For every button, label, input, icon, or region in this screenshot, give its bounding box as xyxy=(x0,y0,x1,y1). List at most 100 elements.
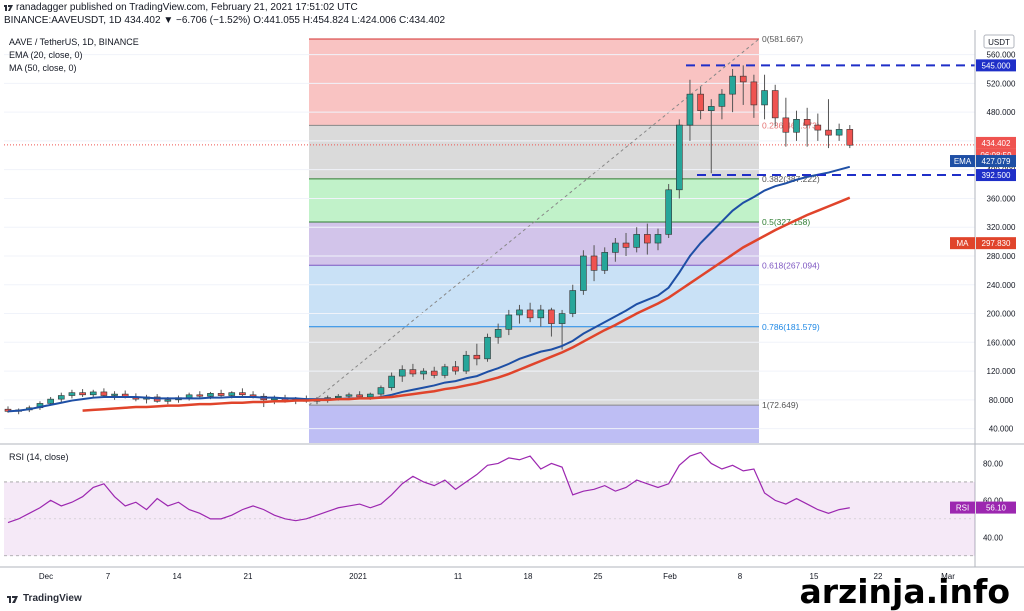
candle[interactable] xyxy=(548,309,555,324)
y-tick-label: 120.000 xyxy=(987,367,1016,376)
support-badge-value: 392.500 xyxy=(982,171,1011,180)
candle[interactable] xyxy=(228,392,236,396)
candle[interactable] xyxy=(47,398,54,404)
candle[interactable] xyxy=(505,314,513,330)
candle[interactable] xyxy=(79,392,86,396)
candle[interactable] xyxy=(707,106,715,111)
candle[interactable] xyxy=(633,234,640,248)
ema-badge-label-box xyxy=(950,155,975,168)
candle[interactable] xyxy=(644,234,651,244)
candle[interactable] xyxy=(750,81,758,106)
candle[interactable] xyxy=(846,129,854,146)
price-badge-value: 434.402 xyxy=(982,139,1011,148)
candle[interactable] xyxy=(771,90,779,119)
y-tick-label: 80.000 xyxy=(989,396,1014,405)
candle[interactable] xyxy=(526,309,534,319)
candle[interactable] xyxy=(612,242,619,253)
candle[interactable] xyxy=(761,90,768,106)
candle[interactable] xyxy=(356,394,363,398)
ema-line[interactable] xyxy=(7,165,851,413)
ma-badge-value: 297.830 xyxy=(982,239,1011,248)
site-watermark: arzinja.info xyxy=(799,572,1010,611)
x-tick-label: 15 xyxy=(810,572,819,581)
candle[interactable] xyxy=(239,392,246,396)
price-badge-box xyxy=(976,136,1016,149)
candle[interactable] xyxy=(803,119,811,126)
fib-zone xyxy=(309,38,759,126)
fib-level-label: 1(72.649) xyxy=(762,400,799,410)
y-tick-label: 560.000 xyxy=(987,51,1016,60)
rsi-line[interactable] xyxy=(7,451,850,524)
candle[interactable] xyxy=(68,392,76,396)
candle[interactable] xyxy=(217,393,225,396)
rsi-badge-value: 56.10 xyxy=(986,504,1007,513)
candle[interactable] xyxy=(196,394,204,397)
candle[interactable] xyxy=(558,313,566,324)
candle[interactable] xyxy=(622,242,630,248)
candle[interactable] xyxy=(377,387,385,395)
y-tick-label: 360.000 xyxy=(987,194,1016,203)
x-tick-label: Mar xyxy=(941,572,955,581)
candle[interactable] xyxy=(484,336,491,360)
candle[interactable] xyxy=(345,394,353,397)
candle[interactable] xyxy=(430,370,438,376)
currency-badge-box[interactable] xyxy=(983,34,1015,49)
candle[interactable] xyxy=(601,252,609,271)
candle[interactable] xyxy=(89,391,97,396)
candle[interactable] xyxy=(718,93,726,107)
y-tick-label: 520.000 xyxy=(987,79,1016,88)
ma-line[interactable] xyxy=(82,196,851,412)
fib-level-label: 0.786(181.579) xyxy=(762,322,820,332)
candle[interactable] xyxy=(207,393,214,397)
candle[interactable] xyxy=(494,329,502,338)
fib-zone xyxy=(309,222,759,266)
candle[interactable] xyxy=(441,366,449,376)
fib-trend-line[interactable] xyxy=(308,38,760,406)
candle[interactable] xyxy=(111,393,118,396)
candle[interactable] xyxy=(686,93,694,126)
candle[interactable] xyxy=(57,395,65,400)
candle[interactable] xyxy=(569,290,577,314)
candle[interactable] xyxy=(665,189,672,235)
candle[interactable] xyxy=(782,117,790,133)
candle[interactable] xyxy=(409,369,417,375)
tradingview-brand-text: TradingView xyxy=(23,593,82,604)
x-tick-label: 14 xyxy=(173,572,182,581)
rsi-tick-label: 40.00 xyxy=(983,533,1004,542)
candle[interactable] xyxy=(388,375,395,388)
candle[interactable] xyxy=(825,129,832,136)
candle[interactable] xyxy=(100,391,108,396)
candle[interactable] xyxy=(675,124,683,191)
candle[interactable] xyxy=(398,369,406,377)
ma-badge-label-box xyxy=(950,237,975,250)
candle[interactable] xyxy=(697,93,704,111)
candle[interactable] xyxy=(814,124,822,131)
rsi-tick-label: 80.00 xyxy=(983,459,1004,468)
candle[interactable] xyxy=(654,234,662,244)
candle[interactable] xyxy=(590,255,598,271)
candle[interactable] xyxy=(473,354,481,360)
publisher-line: ranadagger published on TradingView.com,… xyxy=(16,2,358,13)
candle[interactable] xyxy=(835,129,843,136)
resistance-badge-value: 545.000 xyxy=(982,61,1011,70)
tradingview-icon xyxy=(7,595,18,603)
candle[interactable] xyxy=(739,75,747,83)
candle[interactable] xyxy=(452,366,459,372)
candle[interactable] xyxy=(580,255,587,291)
candle[interactable] xyxy=(420,370,427,375)
tradingview-brand[interactable]: TradingView xyxy=(6,593,82,604)
rsi-badge-label-box xyxy=(950,501,975,514)
legend-title: AAVE / TetherUS, 1D, BINANCE xyxy=(9,37,139,47)
candle[interactable] xyxy=(185,394,193,398)
fib-level-label: 0.382(387.222) xyxy=(762,174,820,184)
candle[interactable] xyxy=(729,75,736,95)
price-chart[interactable]: 0(581.667) 0.236(461.573) 0.382(387.222) 0.… xyxy=(0,0,1024,589)
candle[interactable] xyxy=(537,309,545,319)
candle[interactable] xyxy=(335,395,342,398)
candle[interactable] xyxy=(366,393,374,398)
ema-badge-label: EMA xyxy=(954,157,972,166)
candle[interactable] xyxy=(516,309,523,316)
candle[interactable] xyxy=(164,399,172,402)
candle[interactable] xyxy=(793,119,800,133)
candle[interactable] xyxy=(462,354,470,372)
